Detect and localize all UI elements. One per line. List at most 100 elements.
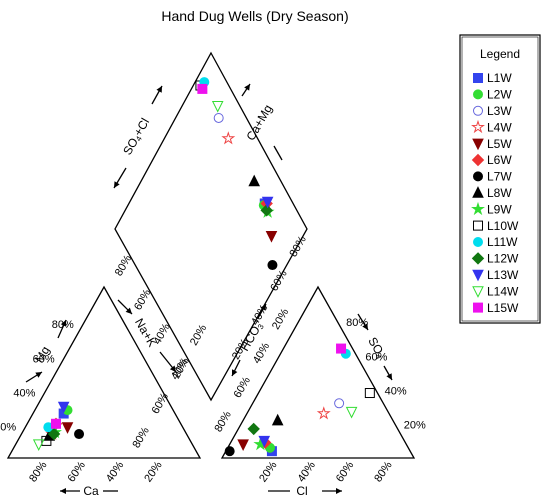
legend-marker-l7w	[473, 171, 483, 182]
axis-arrow-hco3	[231, 359, 241, 377]
point-cation-l13w	[57, 401, 70, 414]
legend-marker-l4w	[471, 119, 485, 134]
legend-marker-l9w	[471, 201, 485, 216]
tick-label: 60%	[33, 353, 55, 365]
point-cation-l15w	[51, 418, 61, 429]
legend-marker-l14w	[472, 286, 484, 298]
diamond-plot	[114, 51, 308, 402]
legend-label-l13w: L13W	[487, 268, 519, 282]
point-anion-l7w	[224, 446, 235, 457]
tick-label: 40%	[295, 459, 318, 484]
legend-items: L1W L2W L3W L4W L5W L6W L7W L8W L9W L10W L11W L12W L…	[471, 71, 519, 315]
legend-marker-l2w	[473, 89, 483, 100]
tick-label: 60%	[365, 351, 387, 363]
axis-arrow-so4cl	[151, 85, 163, 105]
point-anion-l4w	[316, 406, 331, 420]
tick-label: 20%	[142, 459, 165, 484]
legend-label-l15w: L15W	[487, 301, 519, 315]
point-cation-l14w	[32, 439, 45, 451]
point-cation-l7w	[74, 429, 85, 440]
point-diamond-l5w	[265, 230, 278, 243]
tick-label: 60%	[150, 391, 172, 416]
tick-label: 80%	[372, 459, 395, 484]
tick-label: 20%	[188, 322, 210, 347]
legend-title: Legend	[480, 47, 520, 61]
axis-label-cl: Cl	[296, 484, 307, 498]
legend-label-l9w: L9W	[487, 202, 512, 216]
legend-marker-l1w	[473, 73, 483, 83]
point-anion-l3w	[334, 398, 345, 409]
legend-label-l3w: L3W	[487, 104, 512, 118]
legend-marker-l6w	[471, 153, 485, 167]
data-points	[32, 77, 375, 457]
legend-label-l12w: L12W	[487, 252, 519, 266]
tick-label: 40%	[385, 386, 407, 398]
legend-label-l11w: L11W	[487, 235, 518, 249]
point-anion-l12w	[247, 422, 260, 436]
tick-label: 60%	[232, 375, 254, 400]
axis-arrow-so4	[383, 365, 393, 381]
legend-marker-l3w	[473, 105, 483, 116]
legend-marker-l12w	[471, 252, 485, 265]
legend-label-l8w: L8W	[487, 186, 512, 200]
tick-label: 40%	[104, 459, 127, 484]
legend-marker-l10w	[473, 220, 483, 231]
tick-label: 80%	[130, 425, 152, 450]
point-anion-l10w	[364, 388, 375, 399]
legend-label-l10w: L10W	[487, 219, 519, 233]
axis-arrow-hco3	[257, 303, 267, 319]
legend-label-l6w: L6W	[487, 153, 512, 167]
axis-arrow-mg	[57, 319, 67, 339]
legend-marker-l8w	[472, 186, 484, 198]
legend-marker-l15w	[473, 302, 483, 313]
legend-label-l14w: L14W	[487, 284, 519, 298]
point-diamond-l4w	[221, 131, 236, 145]
legend-label-l2w: L2W	[487, 88, 512, 102]
axis-arrow-ca	[60, 488, 80, 494]
anion-triangle	[220, 285, 416, 459]
point-diamond-l14w	[211, 101, 224, 113]
legend-label-l4w: L4W	[487, 120, 512, 134]
point-diamond-l12w	[260, 204, 273, 217]
chart-title: Hand Dug Wells (Dry Season)	[161, 8, 348, 24]
legend: Legend L1WL2WL3WL4WL5WL6WL7WL8WL9WL10WL1…	[459, 34, 541, 324]
tick-label: 60%	[268, 268, 290, 293]
point-anion-l14w	[345, 406, 358, 419]
point-diamond-l7w	[267, 260, 278, 271]
point-cation-l12w	[47, 427, 61, 441]
tick-label: 60%	[65, 459, 88, 484]
tick-label: 20%	[404, 420, 426, 432]
tick-label: 80%	[288, 234, 310, 259]
tick-label: 60%	[334, 459, 357, 484]
legend-inner-frame	[461, 36, 539, 322]
point-diamond-l8w	[248, 174, 261, 187]
axis-arrow-cl	[322, 488, 342, 494]
tick-label: 20%	[257, 459, 280, 484]
point-anion-l8w	[271, 413, 284, 426]
point-cation-l10w	[41, 435, 52, 446]
point-diamond-l15w	[197, 83, 208, 94]
axis-arrow-nak	[117, 299, 133, 315]
legend-label-l5w: L5W	[487, 137, 512, 151]
cation-triangle	[6, 285, 202, 459]
tick-label: 80%	[346, 317, 368, 329]
tick-label: 80%	[212, 409, 234, 434]
point-anion-l5w	[237, 439, 249, 451]
point-cation-l5w	[61, 422, 74, 434]
point-diamond-l13w	[261, 196, 274, 209]
axis-arrow-camg	[241, 83, 251, 97]
axis-arrow-mg	[25, 371, 43, 383]
axis-arrow-so4cl	[113, 167, 127, 189]
tick-label: 80%	[27, 459, 50, 484]
legend-marker-l5w	[472, 138, 484, 151]
legend-marker-l11w	[473, 237, 483, 247]
axis-arrow-nak	[159, 351, 177, 373]
tick-label: 20%	[270, 306, 292, 331]
axis-label-camg: Ca+Mg	[243, 102, 275, 143]
point-anion-l13w	[258, 435, 271, 448]
axis-label-so4cl: SO4+Cl	[120, 116, 153, 158]
tick-label: 40%	[13, 388, 35, 400]
legend-label-l7w: L7W	[487, 170, 512, 184]
axis-arrow-so4	[357, 313, 369, 331]
